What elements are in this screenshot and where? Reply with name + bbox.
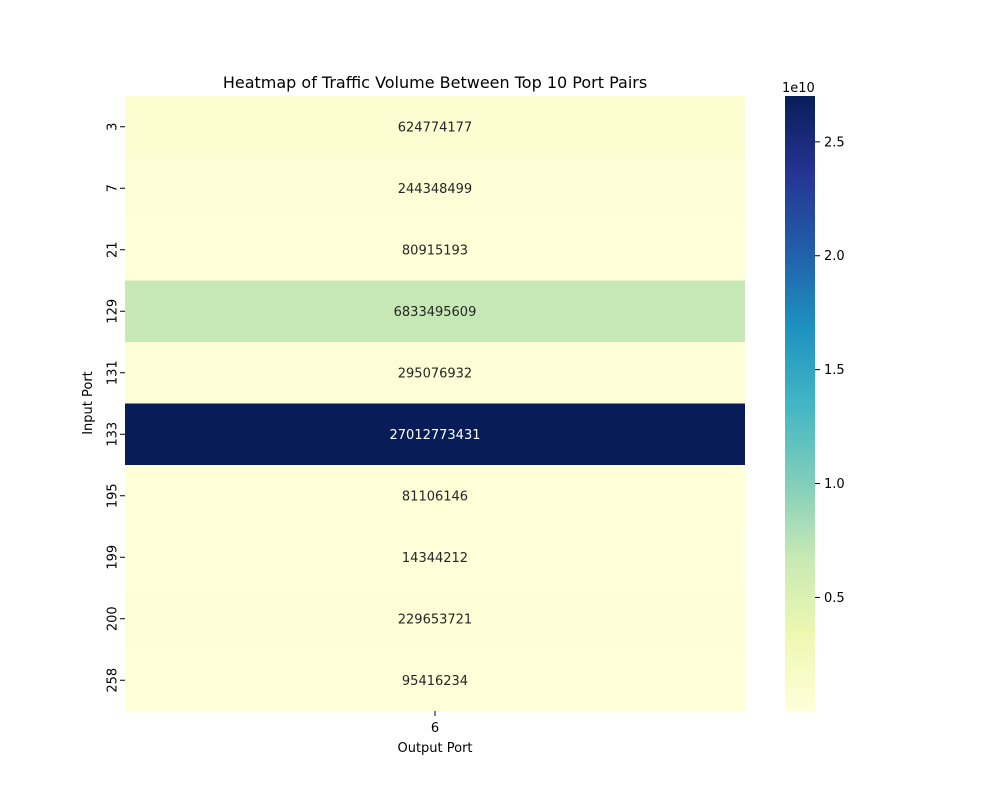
heatmap-cell — [125, 403, 745, 466]
cell-value-label: 6833495609 — [394, 305, 477, 320]
y-tick-label: 131 — [106, 360, 121, 385]
chart-title: Heatmap of Traffic Volume Between Top 10… — [223, 73, 647, 92]
colorbar-gradient — [785, 96, 815, 711]
cell-value-label: 80915193 — [402, 243, 468, 258]
heatmap-cell — [125, 157, 745, 220]
heatmap-cell — [125, 588, 745, 650]
y-tick-label: 7 — [106, 184, 121, 192]
y-tick-label: 133 — [106, 422, 121, 447]
heatmap-cell — [125, 280, 745, 343]
cell-value-label: 244348499 — [398, 182, 472, 197]
x-tick-label: 6 — [431, 721, 439, 736]
heatmap-cell — [125, 526, 745, 589]
colorbar-multiplier-label: 1e10 — [782, 81, 815, 96]
colorbar: 1e10 0.5 1.0 1.5 2.0 2.5 — [782, 81, 845, 711]
y-tick-label: 258 — [106, 668, 121, 693]
heatmap-cell — [125, 219, 745, 281]
y-axis: 3 7 21 129 131 133 195 199 200 258 — [106, 123, 125, 693]
y-tick-label: 3 — [106, 123, 121, 131]
colorbar-tick-label: 1.5 — [824, 363, 845, 378]
heatmap-cell — [125, 465, 745, 527]
colorbar-tick-label: 0.5 — [824, 591, 845, 606]
cell-value-label: 14344212 — [402, 551, 468, 566]
cell-value-label: 95416234 — [402, 674, 468, 689]
heatmap-cell — [125, 96, 745, 158]
x-axis-label: Output Port — [397, 741, 472, 756]
cell-value-label: 229653721 — [398, 612, 472, 627]
heatmap-cell — [125, 342, 745, 404]
y-tick-label: 200 — [106, 606, 121, 631]
y-tick-label: 129 — [106, 299, 121, 324]
heatmap-cells: 624774177 244348499 80915193 6833495609 2950… — [125, 96, 745, 712]
cell-value-label: 27012773431 — [390, 428, 481, 443]
y-tick-label: 199 — [106, 545, 121, 570]
y-axis-label: Input Port — [81, 371, 96, 435]
heatmap-cell — [125, 649, 745, 712]
cell-value-label: 295076932 — [398, 366, 472, 381]
colorbar-tick-label: 2.5 — [824, 135, 845, 150]
cell-value-label: 624774177 — [398, 120, 472, 135]
colorbar-tick-label: 1.0 — [824, 477, 845, 492]
colorbar-tick-label: 2.0 — [824, 249, 845, 264]
cell-value-label: 81106146 — [402, 489, 468, 504]
y-tick-label: 21 — [106, 241, 121, 258]
x-axis: 6 — [431, 711, 439, 736]
y-tick-label: 195 — [106, 483, 121, 508]
